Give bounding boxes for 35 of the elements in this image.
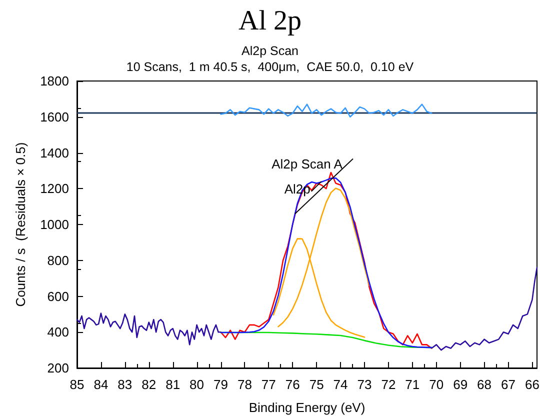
y-tick-label: 1000 [40,217,69,232]
x-tick-label: 82 [142,377,156,392]
x-axis-title: Binding Energy (eV) [248,400,366,415]
y-tick-label: 800 [47,252,69,268]
x-tick-label: 73 [357,377,372,392]
x-tick-label: 81 [166,377,180,392]
x-tick-label: 68 [477,377,492,392]
chart-subtitle: Al2p Scan 10 Scans, 1 m 40.5 s, 400μm, CAE 50.0, 0.10 eV [126,44,414,74]
x-tick-label: 85 [70,377,84,392]
y-tick-label: 400 [47,324,69,340]
y-tick-label: 1200 [40,181,69,196]
x-tick-label: 77 [261,377,276,392]
x-tick-label: 66 [524,377,540,392]
y-tick-label: 600 [47,288,69,304]
y-tick-label: 1400 [40,145,69,160]
line-series [220,104,432,118]
annotation: Al2p Scan A [272,156,343,172]
x-tick-label: 78 [237,377,252,392]
y-tick-label: 1800 [40,74,69,88]
x-tick-label: 71 [405,377,420,392]
x-tick-label: 74 [333,377,348,392]
x-tick-label: 69 [453,377,468,392]
x-tick-label: 67 [501,377,516,392]
x-tick-label: 83 [118,377,132,392]
x-tick-label: 79 [214,377,228,392]
x-tick-label: 72 [381,377,396,392]
x-tick-label: 80 [190,377,204,392]
chart-title: Al 2p [238,6,302,36]
x-tick-label: 75 [309,377,324,392]
x-tick-label: 84 [94,377,108,392]
x-tick-label: 76 [285,377,300,392]
x-tick-label: 70 [429,377,444,392]
y-tick-label: 1600 [40,109,69,124]
y-axis-title: Counts / s (Residuals × 0.5) [13,142,28,307]
y-tick-label: 200 [47,360,69,376]
